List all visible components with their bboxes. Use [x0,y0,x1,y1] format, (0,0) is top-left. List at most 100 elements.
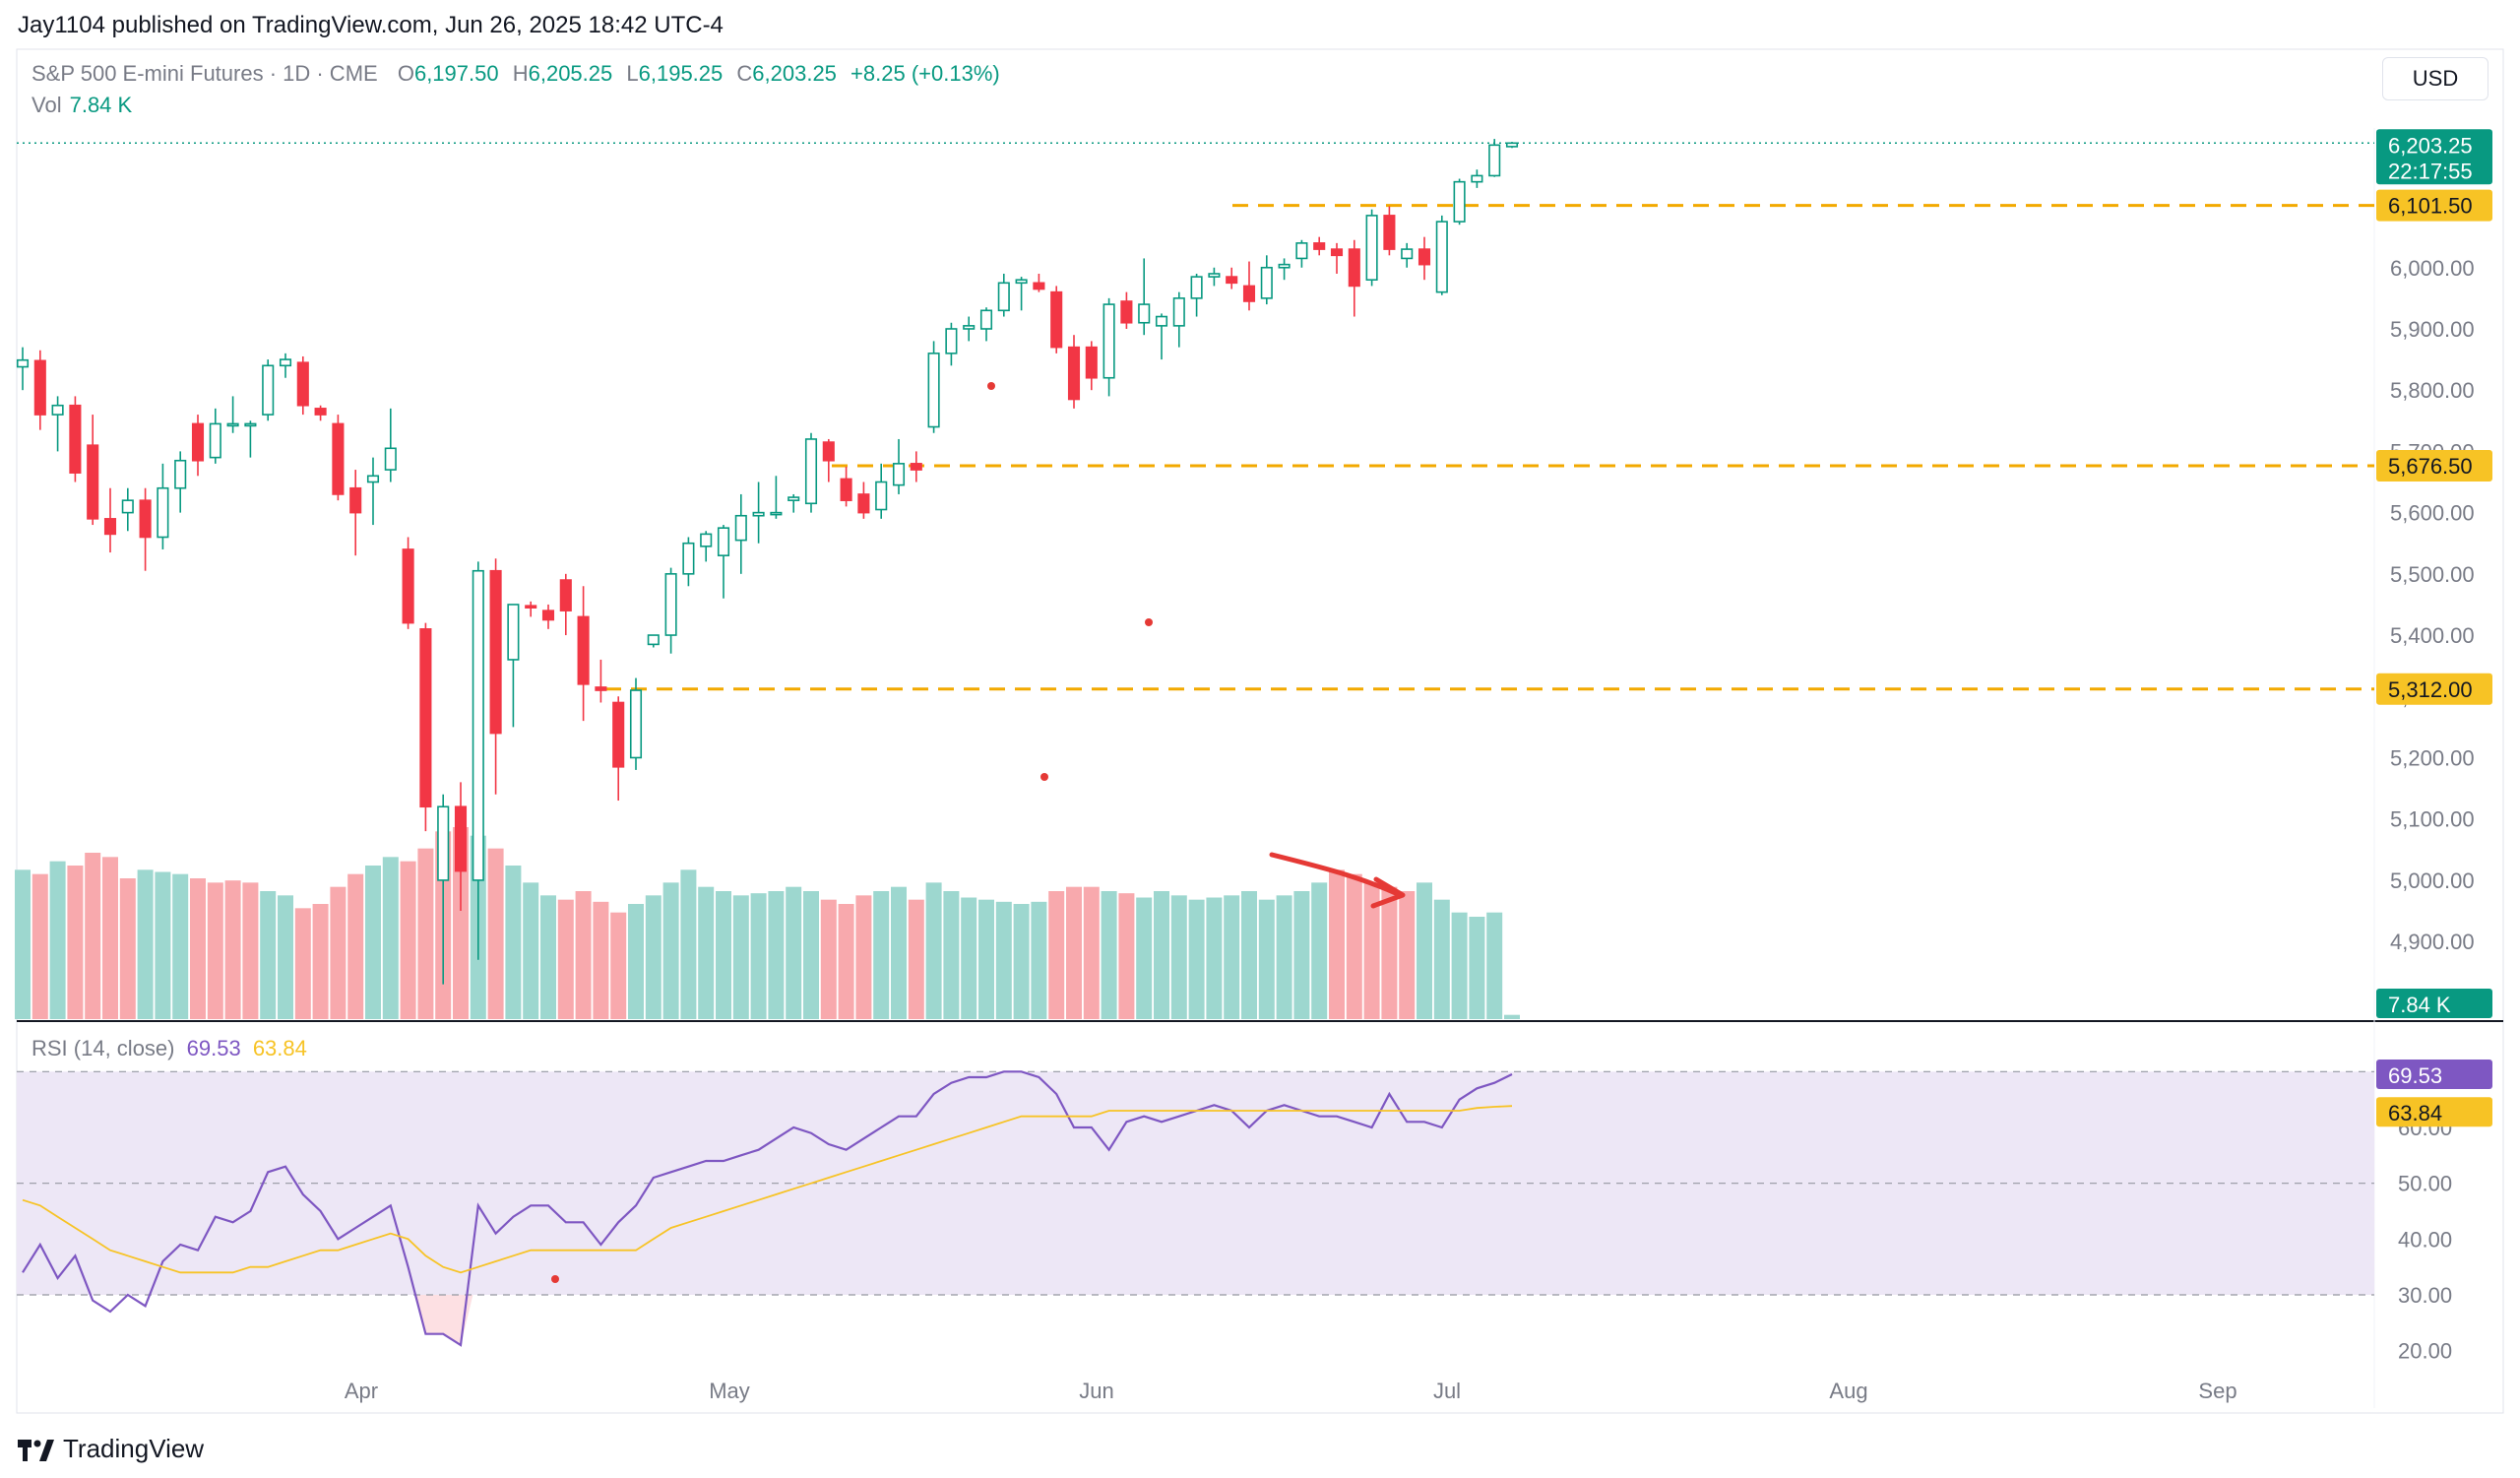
volume-bar [294,908,311,1019]
symbol-name[interactable]: S&P 500 E-mini Futures · 1D · CME [32,61,378,86]
volume-bar [67,866,84,1019]
volume-bar [1066,886,1082,1019]
volume-bar [593,901,609,1019]
level-price-tag: 5,312.00 [2376,673,2492,705]
rsi-ma-value-tag-bg [2376,1097,2492,1127]
level-price-tag-text: 5,676.50 [2388,454,2473,479]
volume-bar [487,848,504,1019]
candle-body [804,438,818,505]
candle-body [734,514,747,542]
close-value: 6,203.25 [752,61,837,86]
x-axis-label: Apr [345,1379,378,1403]
currency-button[interactable]: USD [2382,57,2488,100]
volume-bar [645,895,662,1019]
volume-bar [224,880,241,1019]
brand-footer[interactable]: TradingView [18,1434,204,1464]
volume-bar [1048,891,1065,1019]
candle-body [472,569,484,881]
rsi-legend[interactable]: RSI (14, close) 69.53 63.84 [32,1036,307,1061]
rsi-legend-value: 69.53 [186,1036,241,1060]
low-value: 6,195.25 [638,61,724,86]
candle-body [945,328,958,354]
price-tick-label: 5,200.00 [2390,745,2475,770]
volume-bar [260,891,277,1019]
volume-bar [610,912,627,1019]
candle-body [1418,248,1431,266]
symbol-legend[interactable]: S&P 500 E-mini Futures · 1D · CME O6,197… [32,61,1008,87]
candle-body [296,361,309,407]
candle-body [997,282,1010,312]
rsi-tick-label: 50.00 [2398,1172,2452,1196]
volume-bar [978,899,994,1019]
level-price-tag: 5,676.50 [2376,450,2492,482]
volume-bar [1311,882,1328,1019]
candle-body [1295,242,1308,260]
rsi-legend-title: RSI (14, close) [32,1036,175,1060]
candle-body [1505,142,1519,148]
volume-value: 7.84 K [69,93,133,117]
volume-bar [312,904,329,1019]
candle-body [1435,221,1448,293]
candle-body [1365,215,1378,282]
candle-body [963,325,976,330]
candle-body [910,463,922,471]
volume-bar [1469,917,1485,1019]
candle-body [892,463,906,486]
last-price-tag-text: 22:17:55 [2388,159,2473,183]
volume-bar [961,897,977,1019]
candle-body [770,511,783,516]
candle-body [314,408,327,416]
volume-bar [1433,899,1450,1019]
volume-bar [943,891,960,1019]
volume-bar [382,857,399,1019]
candle-body [1102,303,1115,379]
candle-body [402,548,414,624]
rsi-tick-label: 30.00 [2398,1283,2452,1308]
volume-bar [1224,895,1240,1019]
volume-bar [1241,891,1257,1019]
volume-legend[interactable]: Vol 7.84 K [32,93,132,118]
candle-body [226,422,239,427]
volume-bar [1258,899,1275,1019]
volume-bar [1329,869,1345,1019]
last-price-tag-text: 6,203.25 [2388,133,2473,158]
open-label: O [397,61,414,86]
candle-body [682,542,695,575]
volume-bar [1083,886,1100,1019]
volume-bar [400,861,416,1019]
candle-body [1050,290,1063,349]
candle-body [647,634,660,646]
price-tick-label: 4,900.00 [2390,930,2475,954]
candle-body [1190,276,1203,299]
x-axis-label: May [709,1379,750,1403]
volume-bar [786,886,802,1019]
x-axis-label: Sep [2198,1379,2236,1403]
volume-bar [347,873,364,1019]
rsi-tick-label: 20.00 [2398,1339,2452,1364]
rsi-ma-line [22,1105,1513,1274]
volume-bar [523,882,539,1019]
candle-body [664,573,677,636]
volume-bar [1101,891,1117,1019]
x-axis-label: Jun [1079,1379,1113,1403]
candle-body [332,422,345,495]
volume-bar [278,895,293,1019]
candle-body [121,499,134,514]
volume-bar [855,895,872,1019]
volume-bar [557,899,574,1019]
candle-body [629,689,643,759]
candle-body [1208,273,1221,278]
candle-body [103,518,117,536]
candle-body [489,569,502,735]
candle-body [139,499,152,539]
candle-body [1242,285,1256,302]
volume-bar [1363,882,1380,1019]
annotation-dot [551,1275,559,1283]
candle-body [69,404,82,474]
candle-body [157,486,169,539]
low-label: L [626,61,639,86]
candle-body [1313,242,1326,250]
price-tick-label: 5,100.00 [2390,807,2475,832]
